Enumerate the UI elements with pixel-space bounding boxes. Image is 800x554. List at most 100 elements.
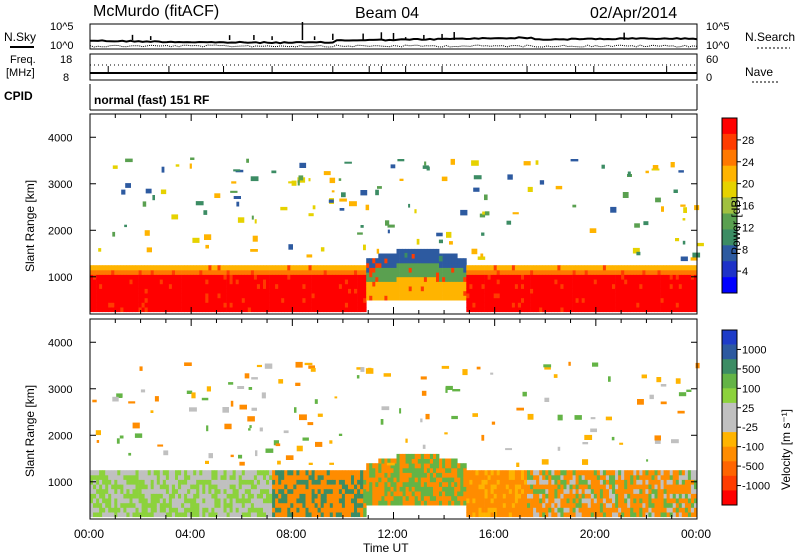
- velocity-cell: [630, 474, 634, 480]
- power-cell: [168, 293, 173, 299]
- velocity-cell: [687, 474, 692, 480]
- power-cell: [229, 288, 233, 294]
- velocity-cell: [290, 507, 294, 513]
- velocity-cell: [241, 498, 246, 504]
- velocity-cell: [366, 477, 370, 483]
- velocity-cell: [387, 491, 391, 497]
- velocity-cell: [269, 484, 273, 490]
- velocity-cell: [627, 474, 631, 480]
- power-echo: [471, 248, 478, 255]
- velocity-cell: [621, 512, 625, 518]
- velocity-cell: [156, 502, 161, 508]
- velocity-cell: [445, 477, 449, 483]
- velocity-cell: [111, 479, 115, 485]
- power-cell: [609, 274, 613, 280]
- power-cell: [120, 302, 124, 308]
- velocity-cell: [162, 479, 167, 485]
- power-cell: [165, 302, 170, 308]
- power-cell: [348, 279, 352, 285]
- velocity-cell: [378, 472, 382, 478]
- power-cell: [184, 307, 188, 313]
- velocity-cell: [111, 512, 115, 518]
- velocity-cell: [469, 493, 473, 499]
- velocity-cell: [596, 507, 601, 513]
- power-cell: [217, 302, 221, 308]
- velocity-cell: [645, 488, 649, 494]
- velocity-cell: [178, 507, 182, 513]
- power-cell: [162, 288, 167, 294]
- velocity-cell: [351, 470, 355, 476]
- velocity-cell: [260, 493, 264, 499]
- power-cell: [332, 297, 337, 303]
- velocity-cell: [363, 488, 367, 494]
- power-cell: [156, 297, 161, 303]
- power-cell: [162, 302, 167, 308]
- power-cell: [429, 262, 434, 268]
- power-cell: [687, 302, 692, 308]
- power-cell: [287, 279, 291, 285]
- power-cell: [317, 279, 321, 285]
- power-cell: [165, 265, 170, 271]
- velocity-cell: [536, 498, 540, 504]
- velocity-cell: [636, 479, 640, 485]
- power-cell: [402, 262, 406, 268]
- velocity-cell: [496, 488, 501, 494]
- velocity-cell: [678, 474, 683, 480]
- power-cell: [305, 288, 309, 294]
- power-cell: [514, 279, 519, 285]
- power-cell: [102, 265, 106, 271]
- velocity-cell: [557, 484, 561, 490]
- velocity-cell: [414, 481, 419, 487]
- power-cell: [323, 265, 328, 271]
- velocity-cell: [372, 481, 376, 487]
- power-cell: [290, 269, 294, 275]
- power-cell: [275, 283, 279, 289]
- power-cell: [618, 288, 622, 294]
- power-cell: [153, 265, 158, 271]
- power-cell: [302, 274, 306, 280]
- power-cell: [569, 302, 573, 308]
- power-cell: [162, 269, 167, 275]
- velocity-cell: [153, 474, 158, 480]
- velocity-cell: [108, 498, 112, 504]
- colorbar-swatch: [722, 432, 737, 447]
- velocity-cell: [144, 488, 148, 494]
- velocity-cell: [630, 479, 634, 485]
- velocity-cell: [408, 477, 413, 483]
- velocity-cell: [602, 493, 607, 499]
- velocity-cell: [690, 502, 695, 508]
- velocity-cell: [229, 479, 233, 485]
- power-cell: [250, 283, 255, 289]
- power-cell: [111, 283, 115, 289]
- velocity-echo: [249, 425, 252, 429]
- velocity-cell: [223, 512, 227, 518]
- power-cell: [496, 302, 501, 308]
- power-echo: [555, 185, 563, 190]
- velocity-cell: [335, 484, 340, 490]
- power-cell: [390, 253, 394, 259]
- velocity-cell: [341, 484, 346, 490]
- velocity-cell: [329, 493, 334, 499]
- power-cell: [147, 269, 152, 275]
- power-cell: [281, 279, 285, 285]
- velocity-cell: [451, 495, 455, 501]
- power-cell: [539, 274, 543, 280]
- velocity-cell: [266, 502, 270, 508]
- power-cell: [120, 283, 124, 289]
- power-cell: [181, 293, 185, 299]
- power-cell: [317, 293, 321, 299]
- power-cell: [250, 279, 255, 285]
- velocity-echo: [695, 362, 700, 369]
- power-cell: [612, 288, 616, 294]
- velocity-cell: [168, 474, 173, 480]
- velocity-cell: [445, 495, 449, 501]
- velocity-cell: [293, 498, 297, 504]
- velocity-cell: [284, 474, 288, 480]
- power-cell: [609, 279, 613, 285]
- power-cell: [694, 297, 698, 303]
- velocity-cell: [472, 488, 476, 494]
- power-cell: [429, 267, 434, 273]
- power-echo: [636, 251, 641, 256]
- power-cell: [296, 288, 300, 294]
- power-cell: [690, 302, 695, 308]
